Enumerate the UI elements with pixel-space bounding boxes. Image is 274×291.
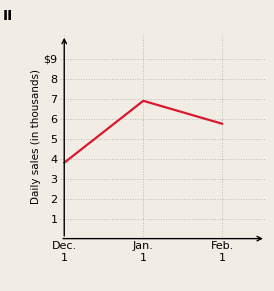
- Y-axis label: Daily sales (in thousands): Daily sales (in thousands): [31, 69, 41, 204]
- Text: II: II: [3, 9, 13, 23]
